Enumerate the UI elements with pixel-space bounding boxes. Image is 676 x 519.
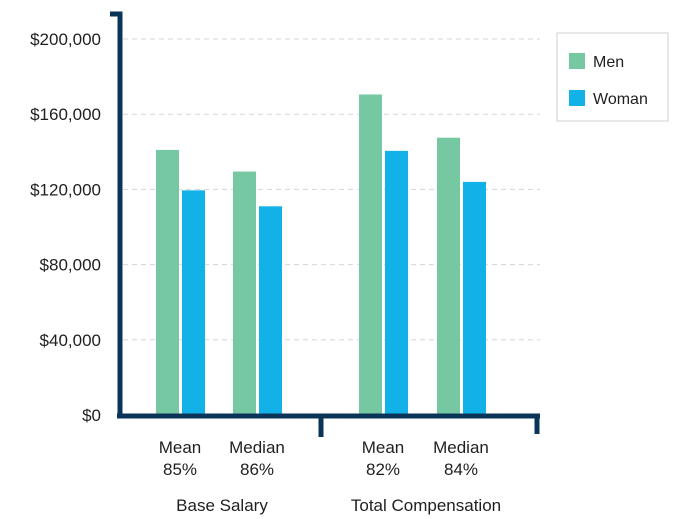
y-tick-label: $80,000 bbox=[40, 256, 101, 275]
bar-men bbox=[233, 171, 256, 415]
category-label: Median bbox=[229, 438, 285, 457]
bar-woman bbox=[463, 181, 486, 415]
group-label: Base Salary bbox=[176, 496, 268, 515]
y-tick-label: $0 bbox=[82, 406, 101, 425]
y-axis-line bbox=[110, 11, 123, 416]
x-axis-labels: Mean 85% Median 86% Base Salary Mean 82% Median… bbox=[159, 438, 501, 515]
category-ratio-label: 82% bbox=[366, 460, 400, 479]
y-axis-ticks: $0 $40,000 $80,000 $120,000 $160,000 $200,000 bbox=[30, 30, 101, 425]
bar-woman bbox=[385, 150, 408, 416]
legend-swatch-men bbox=[569, 53, 585, 69]
legend-label-woman: Woman bbox=[593, 91, 648, 108]
legend: Men Woman bbox=[556, 32, 669, 122]
bar-woman bbox=[259, 206, 282, 415]
y-tick-label: $200,000 bbox=[30, 30, 101, 49]
y-tick-label: $160,000 bbox=[30, 105, 101, 124]
category-ratio-label: 85% bbox=[163, 460, 197, 479]
y-tick-label: $120,000 bbox=[30, 180, 101, 199]
bars bbox=[156, 94, 486, 416]
grid-lines bbox=[123, 38, 540, 341]
axes bbox=[110, 11, 540, 437]
group-label: Total Compensation bbox=[351, 496, 501, 515]
bar-woman bbox=[182, 190, 205, 415]
category-ratio-label: 84% bbox=[444, 460, 478, 479]
y-tick-label: $40,000 bbox=[40, 331, 101, 350]
legend-swatch-woman bbox=[569, 90, 585, 106]
bar-men bbox=[156, 149, 179, 416]
category-label: Mean bbox=[159, 438, 202, 457]
category-label: Mean bbox=[362, 438, 405, 457]
bar-men bbox=[359, 94, 382, 416]
legend-label-men: Men bbox=[593, 54, 624, 71]
category-label: Median bbox=[433, 438, 489, 457]
bar-men bbox=[437, 137, 460, 415]
category-ratio-label: 86% bbox=[240, 460, 274, 479]
legend-box bbox=[556, 32, 669, 122]
